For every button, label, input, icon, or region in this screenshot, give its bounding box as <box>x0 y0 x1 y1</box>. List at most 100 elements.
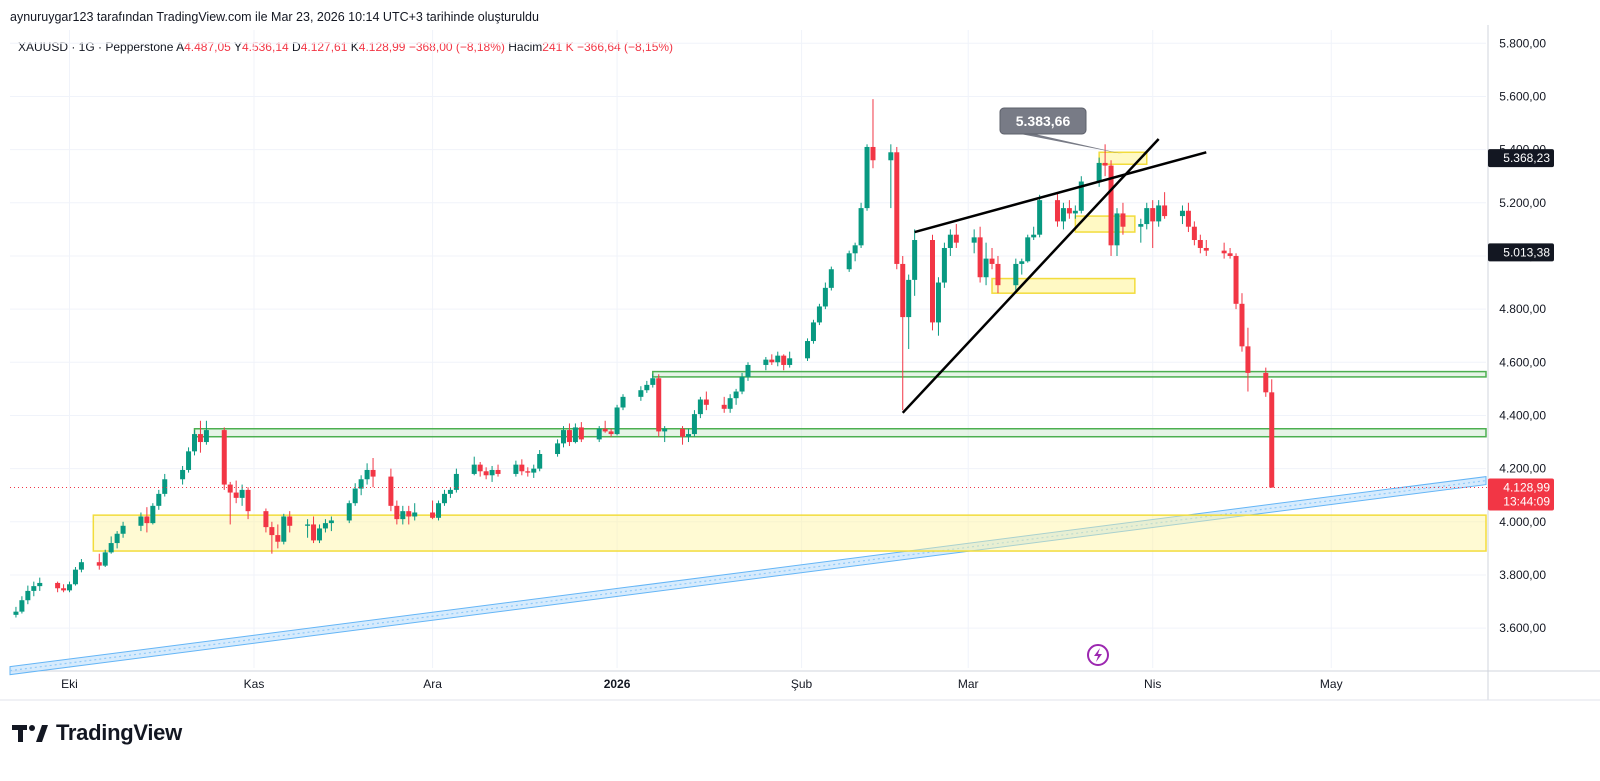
candle-body <box>971 237 977 243</box>
chart-attribution: aynuruygar123 tarafından TradingView.com… <box>10 10 539 24</box>
legend-low-label: D <box>292 40 301 54</box>
candle-body <box>870 146 876 161</box>
candle-body <box>1078 181 1084 211</box>
candle-body <box>483 471 489 476</box>
candle-body <box>114 533 120 544</box>
channel-midline <box>9 479 1487 672</box>
candle-body <box>275 535 281 542</box>
candle-body <box>239 489 245 498</box>
time-tick-label: Nis <box>1144 677 1161 691</box>
candle-body <box>995 263 1001 286</box>
candle-body <box>781 355 787 365</box>
candle-body <box>739 376 745 392</box>
support-zone-green-upper <box>652 370 1487 378</box>
candle-body <box>930 240 935 323</box>
candle-body <box>25 590 31 601</box>
candle-body <box>935 282 941 323</box>
candle-body <box>1072 210 1078 214</box>
candle-body <box>489 469 495 476</box>
candle-body <box>287 516 293 526</box>
legend-open-label: A <box>176 40 185 54</box>
candle-body <box>1060 208 1066 222</box>
candle-body <box>269 527 275 536</box>
candle-body <box>1156 205 1162 222</box>
candle-body <box>787 358 793 365</box>
candle-body <box>894 152 900 264</box>
price-tick-label: 4.400,00 <box>1499 408 1546 422</box>
candle-body <box>566 430 572 443</box>
candle-body <box>1102 162 1108 166</box>
candle-body <box>864 146 870 209</box>
candle-body <box>1037 200 1043 235</box>
candle-body <box>108 543 114 553</box>
candle-body <box>203 430 209 443</box>
candle-body <box>727 398 733 409</box>
price-tag-label: 4.128,99 <box>1503 481 1550 495</box>
ascending-channel <box>9 476 1487 676</box>
event-icon-bolt <box>1094 648 1102 662</box>
candle-body <box>572 427 578 443</box>
tradingview-logo[interactable]: TradingView <box>12 720 182 746</box>
price-tick-label: 3.600,00 <box>1499 621 1546 635</box>
time-tick-label: Eki <box>61 677 78 691</box>
candle-body <box>471 464 477 474</box>
candle-body <box>477 464 483 472</box>
candle-body <box>561 430 566 444</box>
candle-body <box>1162 205 1168 217</box>
candle-body <box>352 488 358 504</box>
candle-body <box>888 152 894 161</box>
candle-body <box>745 364 751 377</box>
time-tick-label: Kas <box>244 677 265 691</box>
candle-body <box>1191 226 1197 241</box>
candle-body <box>263 511 269 528</box>
legend-close-label: K <box>350 40 359 54</box>
candle-body <box>1144 208 1150 225</box>
candle-body <box>703 399 709 405</box>
trend-line-resistance <box>914 151 1207 234</box>
candle-body <box>1269 392 1275 488</box>
candle-body <box>822 287 828 307</box>
event-lightning-icon[interactable] <box>1087 644 1109 666</box>
candle-body <box>816 306 822 323</box>
candle-body <box>662 428 668 432</box>
candle-body <box>769 359 775 363</box>
candle-body <box>430 512 436 518</box>
candle-body <box>311 524 317 541</box>
candle-body <box>364 469 370 480</box>
candle-body <box>144 516 150 524</box>
candle-body <box>1263 372 1269 393</box>
candle-body <box>537 454 543 469</box>
candle-body <box>245 489 251 512</box>
candle-body <box>55 582 61 589</box>
candle-body <box>900 263 906 318</box>
price-tag: 5.013,38 <box>1488 243 1554 262</box>
price-tick-label: 5.800,00 <box>1499 36 1546 50</box>
candle-body <box>1221 250 1227 254</box>
time-tick-label: Şub <box>791 677 813 691</box>
candle-body <box>775 355 781 363</box>
price-callout-label: 5.383,66 <box>1016 113 1071 129</box>
candle-body <box>138 516 144 526</box>
candle-body <box>495 469 501 474</box>
candle-body <box>578 427 584 440</box>
candle-body <box>656 378 662 432</box>
tradingview-logo-icon <box>12 725 48 742</box>
candle-body <box>1203 247 1209 251</box>
price-callout-box <box>999 107 1087 135</box>
candle-body <box>763 359 769 365</box>
candle-body <box>322 523 328 529</box>
candle-body <box>102 552 108 566</box>
candle-body <box>519 464 525 472</box>
candle-body <box>1054 200 1060 222</box>
candle-body <box>608 431 614 435</box>
candle-body <box>1245 346 1251 373</box>
price-tick-label: 4.200,00 <box>1499 462 1546 476</box>
candle-body <box>221 430 227 485</box>
highlight-box-mid <box>1074 215 1136 233</box>
candle-body <box>733 391 739 399</box>
candle-body <box>394 505 400 520</box>
candle-body <box>691 414 697 435</box>
candle-body <box>37 582 43 587</box>
candle-body <box>697 399 703 415</box>
